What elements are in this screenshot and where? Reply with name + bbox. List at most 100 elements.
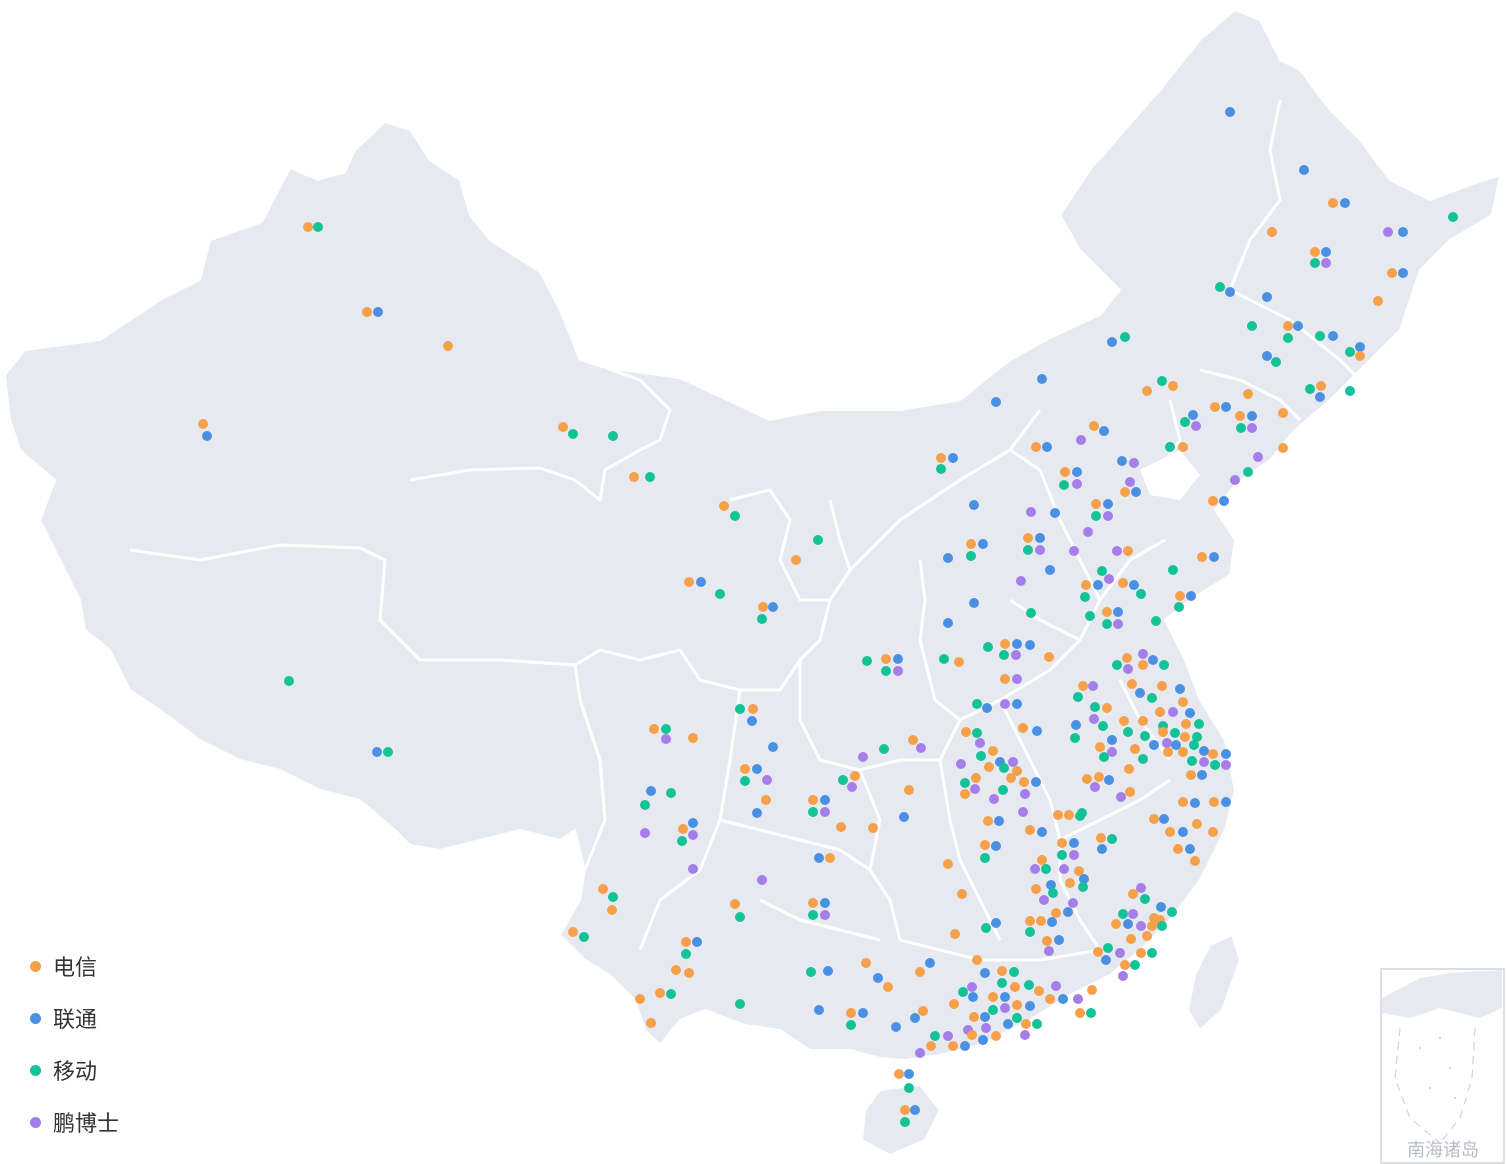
marker-telecom[interactable] xyxy=(915,967,925,977)
marker-unicom[interactable] xyxy=(373,307,383,317)
marker-telecom[interactable] xyxy=(1120,487,1130,497)
marker-unicom[interactable] xyxy=(960,1041,970,1051)
marker-telecom[interactable] xyxy=(1126,934,1136,944)
marker-unicom[interactable] xyxy=(1025,1001,1035,1011)
marker-unicom[interactable] xyxy=(1159,814,1169,824)
marker-unicom[interactable] xyxy=(991,918,1001,928)
marker-mobile[interactable] xyxy=(1138,754,1148,764)
marker-pengboshi[interactable] xyxy=(762,775,772,785)
marker-telecom[interactable] xyxy=(646,1018,656,1028)
marker-pengboshi[interactable] xyxy=(1051,981,1061,991)
marker-mobile[interactable] xyxy=(960,778,970,788)
marker-mobile[interactable] xyxy=(813,535,823,545)
marker-unicom[interactable] xyxy=(1185,708,1195,718)
marker-telecom[interactable] xyxy=(1065,878,1075,888)
marker-unicom[interactable] xyxy=(1032,726,1042,736)
marker-telecom[interactable] xyxy=(961,727,971,737)
marker-telecom[interactable] xyxy=(1175,591,1185,601)
marker-pengboshi[interactable] xyxy=(1168,707,1178,717)
marker-pengboshi[interactable] xyxy=(1011,650,1021,660)
marker-telecom[interactable] xyxy=(1045,994,1055,1004)
marker-telecom[interactable] xyxy=(730,899,740,909)
marker-telecom[interactable] xyxy=(1210,402,1220,412)
marker-telecom[interactable] xyxy=(1037,855,1047,865)
marker-mobile[interactable] xyxy=(1102,619,1112,629)
marker-telecom[interactable] xyxy=(969,1012,979,1022)
marker-mobile[interactable] xyxy=(862,656,872,666)
marker-telecom[interactable] xyxy=(1138,660,1148,670)
marker-telecom[interactable] xyxy=(688,733,698,743)
marker-mobile[interactable] xyxy=(1123,727,1133,737)
marker-telecom[interactable] xyxy=(740,764,750,774)
marker-unicom[interactable] xyxy=(1047,917,1057,927)
marker-telecom[interactable] xyxy=(1208,827,1218,837)
marker-unicom[interactable] xyxy=(1131,487,1141,497)
marker-pengboshi[interactable] xyxy=(1076,435,1086,445)
marker-unicom[interactable] xyxy=(1262,292,1272,302)
marker-mobile[interactable] xyxy=(1147,948,1157,958)
marker-unicom[interactable] xyxy=(1328,331,1338,341)
marker-unicom[interactable] xyxy=(747,716,757,726)
marker-unicom[interactable] xyxy=(820,898,830,908)
marker-telecom[interactable] xyxy=(850,771,860,781)
marker-telecom[interactable] xyxy=(1102,703,1112,713)
marker-telecom[interactable] xyxy=(972,955,982,965)
marker-telecom[interactable] xyxy=(1186,770,1196,780)
marker-unicom[interactable] xyxy=(1156,902,1166,912)
marker-unicom[interactable] xyxy=(1072,467,1082,477)
marker-mobile[interactable] xyxy=(1091,511,1101,521)
marker-pengboshi[interactable] xyxy=(967,982,977,992)
marker-unicom[interactable] xyxy=(1225,287,1235,297)
marker-telecom[interactable] xyxy=(719,501,729,511)
marker-pengboshi[interactable] xyxy=(1123,664,1133,674)
marker-telecom[interactable] xyxy=(980,840,990,850)
marker-pengboshi[interactable] xyxy=(916,743,926,753)
marker-unicom[interactable] xyxy=(1046,880,1056,890)
marker-telecom[interactable] xyxy=(1190,856,1200,866)
marker-telecom[interactable] xyxy=(991,1031,1001,1041)
marker-mobile[interactable] xyxy=(1070,733,1080,743)
marker-mobile[interactable] xyxy=(1140,731,1150,741)
marker-telecom[interactable] xyxy=(1019,777,1029,787)
marker-mobile[interactable] xyxy=(1090,702,1100,712)
marker-telecom[interactable] xyxy=(1095,742,1105,752)
marker-mobile[interactable] xyxy=(981,923,991,933)
marker-telecom[interactable] xyxy=(362,307,372,317)
marker-pengboshi[interactable] xyxy=(1000,1003,1010,1013)
marker-telecom[interactable] xyxy=(1096,833,1106,843)
marker-unicom[interactable] xyxy=(980,968,990,978)
marker-unicom[interactable] xyxy=(1025,640,1035,650)
marker-mobile[interactable] xyxy=(1080,592,1090,602)
marker-mobile[interactable] xyxy=(1170,728,1180,738)
marker-mobile[interactable] xyxy=(1103,943,1113,953)
marker-mobile[interactable] xyxy=(976,751,986,761)
marker-unicom[interactable] xyxy=(948,453,958,463)
marker-mobile[interactable] xyxy=(1026,608,1036,618)
marker-telecom[interactable] xyxy=(684,968,694,978)
marker-pengboshi[interactable] xyxy=(1116,792,1126,802)
marker-unicom[interactable] xyxy=(692,937,702,947)
marker-unicom[interactable] xyxy=(1247,411,1257,421)
marker-mobile[interactable] xyxy=(383,747,393,757)
marker-pengboshi[interactable] xyxy=(1128,909,1138,919)
marker-mobile[interactable] xyxy=(930,1031,940,1041)
marker-unicom[interactable] xyxy=(814,1005,824,1015)
marker-telecom[interactable] xyxy=(988,746,998,756)
marker-unicom[interactable] xyxy=(1101,955,1111,965)
marker-mobile[interactable] xyxy=(1098,721,1108,731)
marker-unicom[interactable] xyxy=(372,747,382,757)
marker-telecom[interactable] xyxy=(443,341,453,351)
marker-mobile[interactable] xyxy=(568,429,578,439)
marker-mobile[interactable] xyxy=(1086,1008,1096,1018)
legend-item-telecom[interactable]: 电信 xyxy=(30,940,119,992)
marker-telecom[interactable] xyxy=(1387,268,1397,278)
marker-mobile[interactable] xyxy=(681,949,691,959)
marker-telecom[interactable] xyxy=(761,795,771,805)
marker-telecom[interactable] xyxy=(960,789,970,799)
marker-unicom[interactable] xyxy=(1315,392,1325,402)
marker-mobile[interactable] xyxy=(1187,756,1197,766)
marker-telecom[interactable] xyxy=(908,735,918,745)
marker-telecom[interactable] xyxy=(966,539,976,549)
marker-telecom[interactable] xyxy=(1136,948,1146,958)
marker-mobile[interactable] xyxy=(1448,212,1458,222)
